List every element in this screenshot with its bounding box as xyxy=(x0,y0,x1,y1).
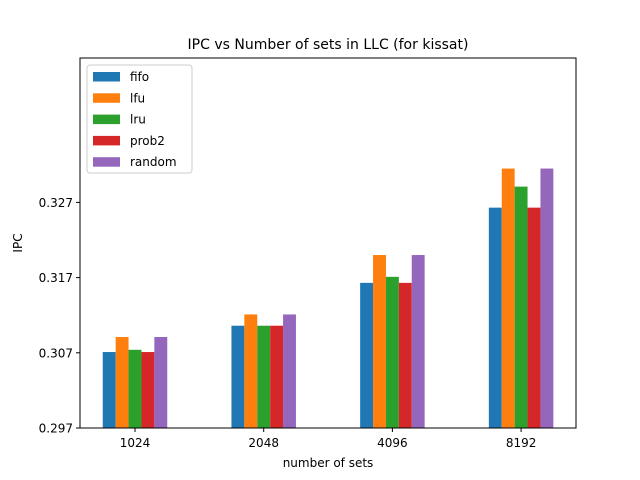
bar-prob2-1024 xyxy=(141,352,155,428)
plot-frame xyxy=(79,57,577,429)
legend-swatch-lru xyxy=(93,114,120,125)
x-axis: 1024 2048 4096 8192 xyxy=(120,428,537,450)
legend-label-fifo: fifo xyxy=(130,70,149,84)
bar-fifo-1024 xyxy=(102,352,116,428)
bar-random-8192 xyxy=(540,168,554,429)
legend-swatch-prob2 xyxy=(93,135,120,146)
bars-group xyxy=(102,168,554,429)
bar-random-1024 xyxy=(154,337,168,428)
bar-lru-1024 xyxy=(128,349,142,428)
y-tick-label: 0.327 xyxy=(39,196,73,210)
legend: fifo lfu lru prob2 random xyxy=(86,64,193,174)
y-tick-label: 0.317 xyxy=(39,271,73,285)
x-tick-label: 4096 xyxy=(377,436,408,450)
bar-lfu-8192 xyxy=(501,168,515,429)
bar-lfu-2048 xyxy=(244,314,258,428)
y-axis-label: IPC xyxy=(11,233,25,252)
bar-prob2-2048 xyxy=(270,325,284,428)
bar-lfu-1024 xyxy=(115,337,129,428)
bar-random-4096 xyxy=(411,255,425,428)
x-tick-label: 8192 xyxy=(506,436,537,450)
legend-frame xyxy=(86,64,193,174)
x-tick-label: 2048 xyxy=(248,436,279,450)
bar-fifo-8192 xyxy=(488,207,502,428)
bar-lru-2048 xyxy=(257,325,271,428)
bar-prob2-8192 xyxy=(527,207,541,428)
x-tick-label: 1024 xyxy=(120,436,151,450)
bar-lru-8192 xyxy=(514,186,528,428)
bar-random-2048 xyxy=(283,314,296,428)
bar-lfu-4096 xyxy=(373,255,386,428)
y-axis: 0.297 0.307 0.317 0.327 xyxy=(39,196,80,436)
y-tick-label: 0.307 xyxy=(39,346,73,360)
y-tick-label: 0.297 xyxy=(39,422,73,436)
legend-swatch-fifo xyxy=(93,72,120,82)
chart-title: IPC vs Number of sets in LLC (for kissat… xyxy=(188,37,469,53)
bar-fifo-4096 xyxy=(360,282,374,428)
legend-label-lru: lru xyxy=(130,113,146,127)
legend-label-lfu: lfu xyxy=(130,91,145,105)
legend-label-prob2: prob2 xyxy=(130,134,165,148)
bar-fifo-2048 xyxy=(231,325,245,428)
bar-prob2-4096 xyxy=(398,282,412,428)
legend-swatch-lfu xyxy=(93,93,120,103)
legend-swatch-random xyxy=(93,157,120,167)
legend-label-random: random xyxy=(130,155,177,169)
bar-lru-4096 xyxy=(385,276,399,428)
x-axis-label: number of sets xyxy=(283,456,374,470)
